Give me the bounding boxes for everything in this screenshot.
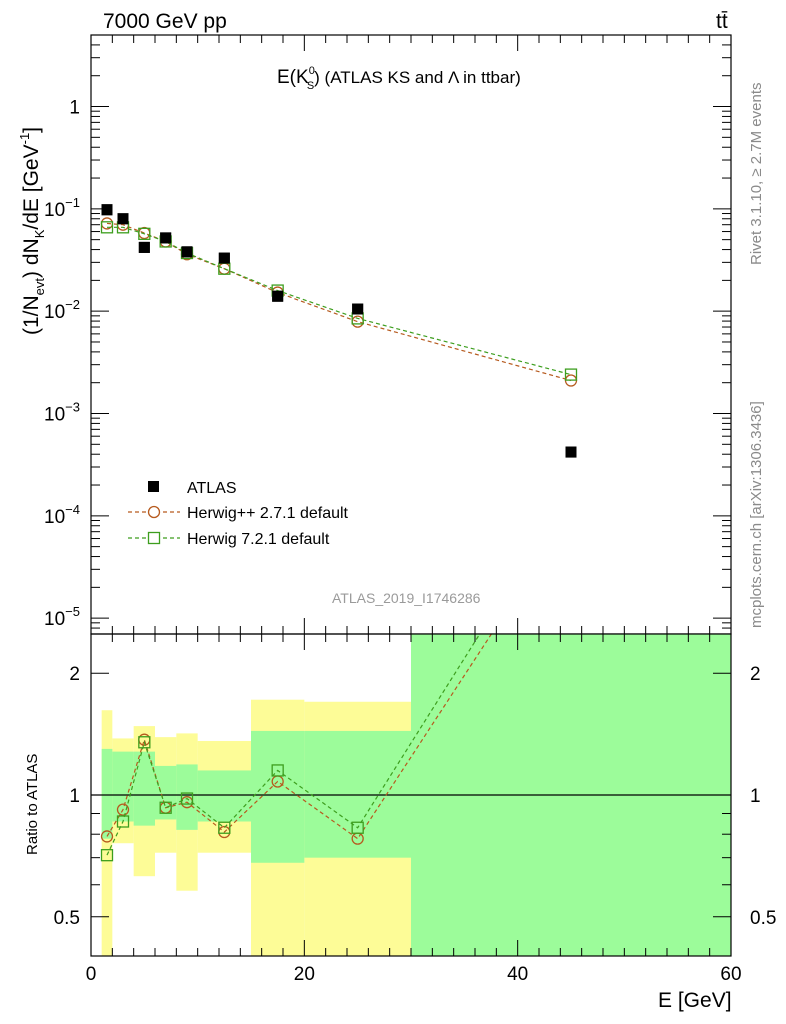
main-y-tick-label: 10−5: [44, 604, 80, 630]
atlas-data-point: [218, 252, 230, 264]
main-plot-panel: 1 10−1 10−2 10−3 10−4 10−5 E(K0 S) (ATLAS KS a…: [17, 34, 732, 635]
x-tick-label: 0: [86, 964, 97, 985]
ratio-plot-frame: [90, 633, 732, 957]
process-label: tt̄: [716, 10, 728, 33]
legend-herwigpp-label: Herwig++ 2.7.1 default: [187, 505, 349, 522]
atlas-data-point: [565, 446, 577, 458]
legend-herwigpp-marker: [147, 505, 161, 519]
legend: ATLAS Herwig++ 2.7.1 default Herwig 7.2.…: [128, 480, 349, 548]
legend-atlas-label: ATLAS: [187, 480, 237, 497]
rivet-label: Rivet 3.1.10, ≥ 2.7M events: [748, 83, 765, 266]
main-y-tick-label: 10−3: [44, 399, 80, 425]
ratio-y-tick-label-right: 0.5: [750, 908, 776, 929]
stat-uncertainty-band: [197, 770, 251, 822]
x-tick-label: 60: [720, 964, 741, 985]
stat-uncertainty-band: [251, 730, 305, 863]
energy-label: 7000 GeV pp: [103, 10, 227, 33]
main-title: E(K0 S) (ATLAS KS and Λ in ttbar): [277, 65, 521, 92]
herwig7-ratio-point: [159, 801, 172, 814]
herwig7-ratio-point: [351, 821, 364, 834]
x-axis-label: E [GeV]: [658, 989, 732, 1012]
atlas-data-point: [101, 204, 113, 216]
herwigpp-ratio-point: [100, 830, 114, 843]
ratio-series-line: [106, 634, 493, 840]
herwig7-ratio-point: [180, 792, 194, 805]
mcplots-label: mcplots.cern.ch [arXiv:1306.3436]: [748, 401, 765, 628]
x-tick-label: 40: [507, 964, 528, 985]
herwig7-point: [564, 368, 578, 381]
main-y-axis-label: (1/Nevt) dNK/dE [GeV-1]: [17, 127, 47, 335]
x-tick-label: 20: [294, 964, 315, 985]
stat-uncertainty-band: [101, 748, 113, 839]
analysis-id-label: ATLAS_2019_I1746286: [332, 590, 481, 606]
legend-atlas-marker: [148, 481, 159, 492]
herwig7-ratio-point: [271, 764, 284, 777]
stat-uncertainty-band: [411, 634, 731, 956]
herwig7-ratio-point: [138, 736, 151, 749]
legend-herwig7-label: Herwig 7.2.1 default: [187, 531, 330, 548]
atlas-data-point: [352, 303, 364, 315]
herwig7-ratio-point: [100, 849, 114, 862]
stat-uncertainty-band: [133, 751, 155, 826]
main-y-tick-label: 10−4: [44, 502, 80, 528]
legend-herwig7-marker: [147, 531, 161, 545]
herwig7-point: [138, 227, 151, 240]
main-y-tick-label: 10−1: [44, 195, 80, 221]
main-y-tick-label: 10−2: [44, 297, 80, 323]
atlas-data-point: [181, 246, 193, 258]
main-y-tick-label: 1: [69, 98, 80, 119]
stat-uncertainty-band: [155, 765, 177, 820]
herwig7-ratio-point: [116, 815, 130, 828]
stat-uncertainty-band: [304, 730, 411, 858]
ratio-y-tick-label: 0.5: [54, 908, 80, 929]
herwig7-ratio-point: [218, 821, 231, 834]
atlas-data-point: [272, 290, 284, 302]
herwig7-point: [100, 221, 114, 234]
stat-uncertainty-band: [112, 751, 134, 822]
ratio-plot-panel: 0.5 0.5 1 1 2 2 0 20 40 60 Ratio to ATLAS E [GeV…: [24, 633, 776, 1012]
ratio-y-tick-label-right: 2: [750, 664, 761, 685]
ratio-y-axis-label: Ratio to ATLAS: [24, 754, 41, 855]
ratio-y-tick-label: 2: [69, 664, 80, 685]
ratio-y-tick-label-right: 1: [750, 786, 761, 807]
herwigpp-ratio-point: [116, 803, 130, 816]
atlas-data-point: [117, 213, 129, 225]
atlas-data-point: [160, 232, 172, 244]
atlas-data-point: [138, 241, 150, 253]
ratio-series-line: [106, 634, 481, 856]
ratio-y-tick-label: 1: [69, 786, 80, 807]
